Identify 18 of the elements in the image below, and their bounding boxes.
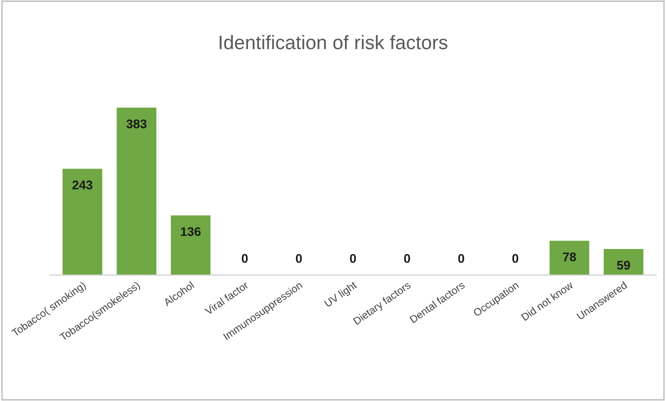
data-label: 0 [404, 254, 410, 263]
bar [550, 240, 590, 276]
data-label: 59 [616, 260, 630, 270]
chart-title: Identification of risk factors [220, 35, 448, 50]
data-label: 136 [181, 227, 201, 236]
data-label: 383 [126, 119, 147, 128]
bar [170, 215, 210, 276]
data-label: 0 [350, 254, 356, 263]
bar [116, 108, 156, 276]
bar [604, 248, 644, 276]
x-tick-label: UV light [324, 280, 358, 310]
data-label: 0 [512, 254, 518, 263]
data-label: 0 [296, 254, 302, 263]
data-label: 0 [458, 254, 464, 263]
data-label: 78 [563, 252, 576, 262]
data-label: 243 [72, 180, 92, 190]
data-label: 0 [242, 254, 248, 263]
bar [62, 168, 102, 276]
